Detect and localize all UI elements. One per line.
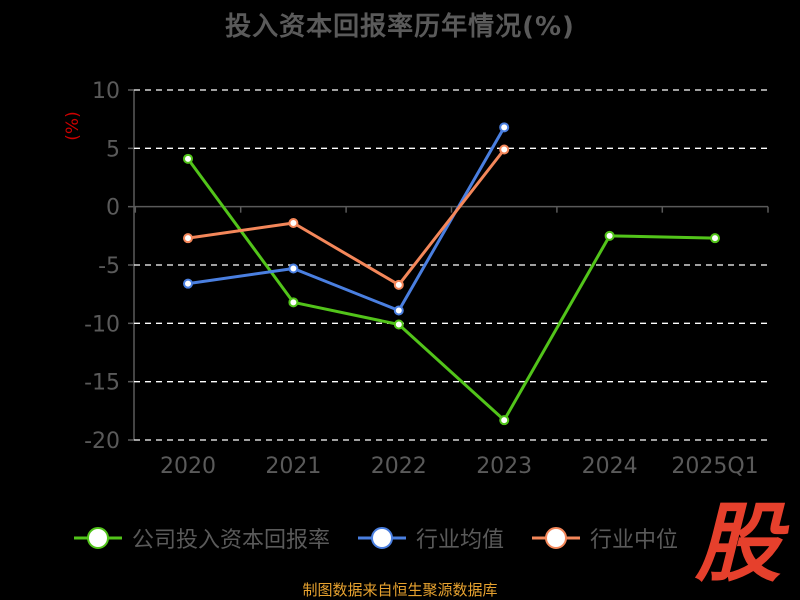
data-point — [288, 263, 299, 274]
y-axis-label: (%) — [63, 111, 83, 140]
data-point — [499, 415, 510, 426]
x-tick-label: 2021 — [265, 454, 321, 479]
legend-item[interactable]: 公司投入资本回报率 — [72, 522, 330, 554]
x-tick-label: 2024 — [582, 454, 638, 479]
legend-swatch-icon — [358, 527, 407, 549]
y-tick-label: -15 — [84, 371, 120, 396]
legend-item[interactable]: 行业均值 — [356, 522, 504, 554]
x-tick-label: 2023 — [476, 454, 532, 479]
legend-label: 行业中位 — [590, 528, 679, 553]
brand-logo: 股 — [695, 494, 781, 594]
legend-item[interactable]: 行业中位 — [530, 522, 678, 554]
y-tick-label: 0 — [106, 196, 120, 221]
series-line — [187, 148, 506, 287]
data-point — [393, 305, 404, 316]
data-point — [288, 218, 299, 228]
data-point — [393, 319, 404, 330]
y-tick-label: -10 — [84, 312, 120, 337]
data-point — [710, 233, 720, 244]
data-point — [604, 230, 615, 241]
data-point — [183, 278, 193, 289]
legend-label: 公司投入资本回报率 — [132, 528, 331, 553]
y-tick-label: -20 — [84, 429, 120, 454]
legend-label: 行业均值 — [416, 528, 505, 553]
x-tick-label: 2022 — [371, 454, 427, 479]
series-line — [186, 157, 716, 422]
data-point — [183, 233, 193, 244]
chart-title: 投入资本回报率历年情况(%) — [225, 12, 575, 42]
data-point — [499, 122, 510, 133]
chart-legend: 公司投入资本回报率 行业均值 行业中位 — [72, 522, 678, 554]
data-point — [499, 144, 510, 155]
data-point — [183, 153, 193, 164]
y-tick-label: -5 — [98, 254, 120, 279]
legend-swatch-icon — [74, 527, 122, 549]
data-point — [393, 279, 404, 290]
x-tick-label: 2020 — [160, 454, 216, 479]
y-tick-label: 10 — [92, 79, 120, 104]
series-line — [187, 126, 506, 312]
legend-swatch-icon — [532, 527, 581, 549]
data-point — [288, 297, 299, 308]
data-source-note: 制图数据来自恒生聚源数据库 — [302, 581, 498, 599]
x-tick-label: 2025Q1 — [671, 454, 758, 479]
y-tick-label: 5 — [106, 137, 120, 162]
